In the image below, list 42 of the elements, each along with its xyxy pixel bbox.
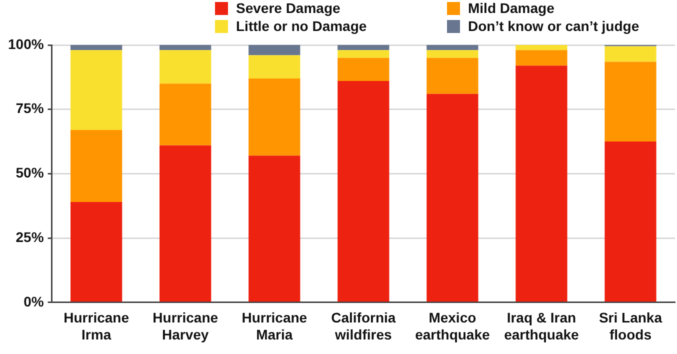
legend-label: Mild Damage [468, 0, 554, 16]
bar [248, 55, 300, 78]
bar [516, 66, 568, 302]
bar [160, 145, 212, 302]
bar [70, 130, 122, 202]
y-tick-label: 50% [16, 164, 44, 181]
bar [516, 50, 568, 66]
y-tick-label: 75% [16, 100, 44, 116]
bar [516, 45, 568, 50]
bar [426, 50, 478, 58]
y-tick-label: 100% [8, 36, 44, 52]
y-tick-label: 25% [16, 228, 44, 245]
bar [248, 156, 300, 302]
bar [248, 78, 300, 156]
bar [70, 45, 122, 50]
y-tick-label: 0% [24, 293, 44, 310]
bar [338, 81, 390, 302]
legend-label: Severe Damage [236, 0, 340, 16]
bar [160, 84, 212, 146]
legend-label: Don’t know or can’t judge [468, 18, 640, 34]
bar [338, 45, 390, 50]
bar [604, 142, 656, 302]
x-tick-label: Hurricane Irma [64, 310, 130, 342]
bar [70, 202, 122, 302]
bar [604, 46, 656, 62]
bar [426, 58, 478, 94]
bar [338, 50, 390, 58]
x-tick-label: California wildfires [331, 310, 396, 342]
bar [604, 62, 656, 142]
x-tick-label: Mexico earthquake [415, 310, 490, 342]
bar [160, 50, 212, 84]
x-tick-label: Sri Lanka floods [598, 310, 662, 342]
bar [70, 50, 122, 130]
x-tick-label: Hurricane Harvey [152, 310, 218, 342]
bar [160, 45, 212, 50]
bar [338, 58, 390, 82]
bar [426, 45, 478, 50]
x-tick-label: Iraq & Iran earthquake [504, 310, 580, 342]
legend-label: Little or no Damage [236, 18, 367, 34]
bar [426, 94, 478, 302]
x-tick-label: Hurricane Maria [242, 310, 308, 342]
bar [248, 45, 300, 56]
